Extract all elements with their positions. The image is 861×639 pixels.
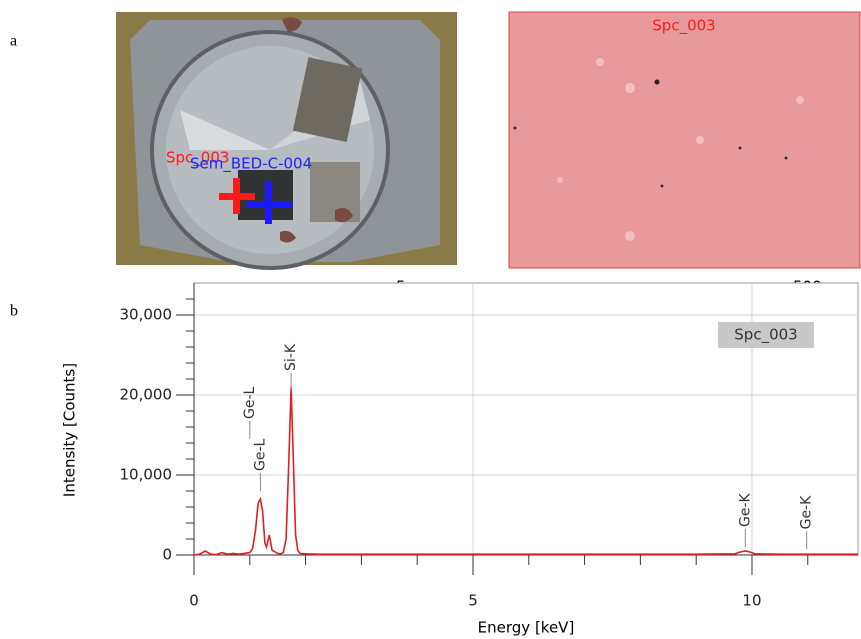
- image-label: Spc_003: [652, 17, 715, 36]
- marker-label: Sem_BED-C-004: [190, 155, 312, 174]
- legend-label: Spc_003: [734, 326, 797, 345]
- y-axis-title: Intensity [Counts]: [61, 363, 79, 497]
- x-tick-label: 5: [468, 592, 478, 610]
- legend-box: [718, 322, 814, 348]
- panel-label: b: [10, 303, 18, 320]
- y-tick-label: 30,000: [120, 306, 173, 324]
- sample-photo: Spc_003 Sem_BED-C-004: [116, 12, 457, 270]
- spectrum-line: [193, 386, 858, 556]
- peak-label: Si-K: [283, 343, 299, 371]
- y-tick-label: 20,000: [120, 386, 173, 404]
- peak-label: Ge-K: [737, 492, 753, 527]
- x-tick-label: 0: [189, 592, 199, 610]
- peak-label: Ge-L: [252, 438, 268, 471]
- y-tick-label: 0: [162, 546, 172, 564]
- x-tick-label: 10: [742, 592, 761, 610]
- peak-label: Ge-K: [799, 495, 815, 530]
- y-tick-label: 10,000: [120, 466, 173, 484]
- x-axis-title: Energy [keV]: [478, 619, 575, 637]
- sem-image: Spc_003: [508, 11, 861, 269]
- panel-label: a: [10, 33, 17, 50]
- marker-label: Spc_003: [166, 149, 229, 168]
- peak-label: Ge-L: [242, 386, 258, 419]
